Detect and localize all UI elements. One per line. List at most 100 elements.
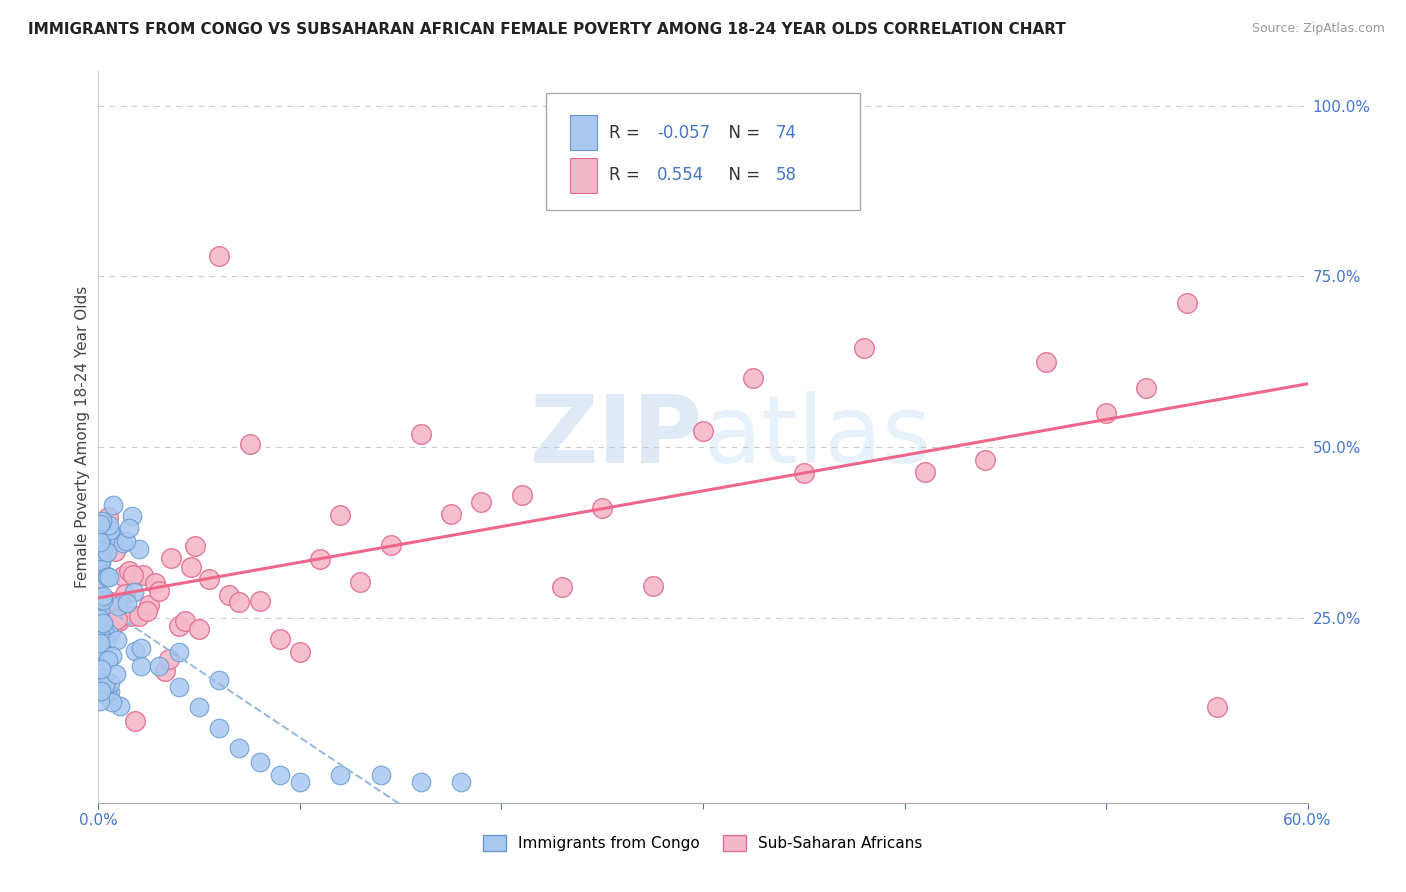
Point <box>309 551 332 566</box>
Point <box>440 507 463 521</box>
Point <box>641 579 664 593</box>
Point <box>167 680 190 694</box>
Point <box>1175 295 1198 310</box>
Point <box>94 636 117 650</box>
Text: R =: R = <box>609 166 645 185</box>
Point <box>105 667 128 681</box>
Point <box>288 775 311 789</box>
Point <box>89 544 111 558</box>
Point <box>89 671 111 685</box>
Point <box>188 622 211 636</box>
Point <box>98 518 121 533</box>
Point <box>89 572 111 586</box>
Point <box>93 620 115 634</box>
Point <box>1035 355 1057 369</box>
Point <box>135 605 157 619</box>
Point <box>89 603 111 617</box>
Point <box>89 635 111 649</box>
Point <box>129 659 152 673</box>
Point <box>91 541 114 556</box>
Point <box>98 685 121 699</box>
Point <box>107 599 129 613</box>
Point <box>107 614 129 628</box>
Point <box>98 675 121 690</box>
Point <box>100 648 122 663</box>
Point <box>409 775 432 789</box>
Point <box>128 541 150 556</box>
Point <box>114 534 136 549</box>
Point <box>551 581 574 595</box>
Point <box>118 521 141 535</box>
Point <box>148 583 170 598</box>
Point <box>111 569 134 583</box>
Point <box>89 612 111 626</box>
Point <box>208 721 231 735</box>
Point <box>143 575 166 590</box>
Point <box>103 530 125 544</box>
Point <box>93 687 115 701</box>
Point <box>249 594 271 608</box>
Point <box>100 622 122 636</box>
Point <box>239 437 262 451</box>
Point <box>89 535 111 549</box>
Point <box>167 645 190 659</box>
Point <box>96 545 118 559</box>
Point <box>1206 700 1229 714</box>
Point <box>96 616 118 631</box>
Text: -0.057: -0.057 <box>657 124 710 142</box>
Point <box>349 575 371 590</box>
Point <box>450 775 472 789</box>
Point <box>98 523 121 537</box>
Text: 0.554: 0.554 <box>657 166 704 185</box>
Text: IMMIGRANTS FROM CONGO VS SUBSAHARAN AFRICAN FEMALE POVERTY AMONG 18-24 YEAR OLDS: IMMIGRANTS FROM CONGO VS SUBSAHARAN AFRI… <box>28 22 1066 37</box>
Point <box>853 341 876 355</box>
Text: ZIP: ZIP <box>530 391 703 483</box>
Text: Source: ZipAtlas.com: Source: ZipAtlas.com <box>1251 22 1385 36</box>
Point <box>157 651 180 665</box>
Point <box>111 535 134 549</box>
Point <box>90 684 112 698</box>
Point <box>180 560 202 574</box>
Point <box>198 572 221 586</box>
Legend: Immigrants from Congo, Sub-Saharan Africans: Immigrants from Congo, Sub-Saharan Afric… <box>477 830 929 857</box>
Point <box>98 627 121 641</box>
Point <box>370 768 392 782</box>
Point <box>249 755 271 769</box>
FancyBboxPatch shape <box>546 94 860 211</box>
Point <box>120 608 142 623</box>
Point <box>1095 406 1118 420</box>
Point <box>97 653 120 667</box>
Point <box>128 609 150 624</box>
Point <box>114 587 136 601</box>
Point <box>1135 381 1157 395</box>
Point <box>90 550 112 565</box>
Point <box>105 612 128 626</box>
Point <box>288 645 311 659</box>
Bar <box>569 115 596 151</box>
Point <box>101 695 124 709</box>
Point <box>160 551 183 566</box>
Point <box>91 632 114 647</box>
Y-axis label: Female Poverty Among 18-24 Year Olds: Female Poverty Among 18-24 Year Olds <box>75 286 90 588</box>
Point <box>91 514 114 528</box>
Point <box>174 614 197 628</box>
Bar <box>569 158 596 193</box>
Point <box>138 598 160 612</box>
Point <box>108 698 131 713</box>
Point <box>329 508 352 523</box>
Point <box>89 693 111 707</box>
Point <box>329 768 352 782</box>
Point <box>153 664 176 678</box>
Point <box>742 371 765 385</box>
Text: R =: R = <box>609 124 645 142</box>
Point <box>96 569 118 583</box>
Point <box>89 642 111 657</box>
Point <box>124 644 146 658</box>
Point <box>409 427 432 442</box>
Point <box>91 676 114 690</box>
Point <box>100 595 122 609</box>
Point <box>94 626 117 640</box>
Point <box>91 593 114 607</box>
Point <box>98 570 121 584</box>
Point <box>692 424 714 438</box>
